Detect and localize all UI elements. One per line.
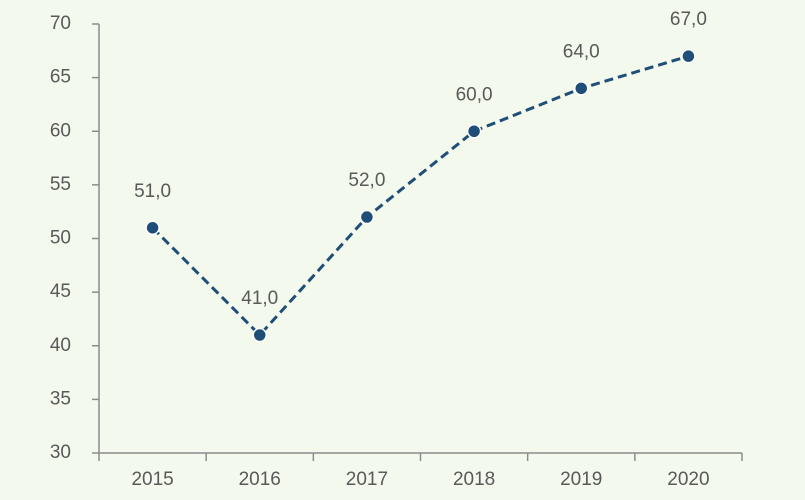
x-tick-label: 2017 xyxy=(346,469,388,490)
data-label: 41,0 xyxy=(241,288,278,309)
data-label: 67,0 xyxy=(670,9,707,30)
x-tick-label: 2020 xyxy=(667,469,709,490)
y-tick-label: 45 xyxy=(50,281,71,302)
y-tick-label: 65 xyxy=(50,67,71,88)
marker xyxy=(681,48,696,64)
data-label: 51,0 xyxy=(134,181,171,202)
y-tick-label: 35 xyxy=(50,388,71,409)
marker xyxy=(145,220,160,236)
marker xyxy=(466,124,482,139)
x-tick-label: 2019 xyxy=(560,469,602,490)
y-tick-label: 60 xyxy=(50,120,71,141)
y-tick-label: 55 xyxy=(50,174,71,195)
marker xyxy=(574,81,589,96)
x-tick-label: 2018 xyxy=(453,469,495,490)
y-tick-label: 40 xyxy=(50,335,71,356)
y-tick-label: 70 xyxy=(50,13,71,34)
data-label: 64,0 xyxy=(563,41,600,62)
line xyxy=(151,54,689,338)
marker xyxy=(359,209,375,225)
x-tick-label: 2016 xyxy=(239,469,281,490)
y-tick-label: 50 xyxy=(50,228,71,249)
y-tick-label: 30 xyxy=(50,442,71,463)
x-tick-label: 2015 xyxy=(131,469,173,490)
data-label: 60,0 xyxy=(456,84,493,105)
data-label: 52,0 xyxy=(348,170,385,191)
marker xyxy=(252,327,267,343)
